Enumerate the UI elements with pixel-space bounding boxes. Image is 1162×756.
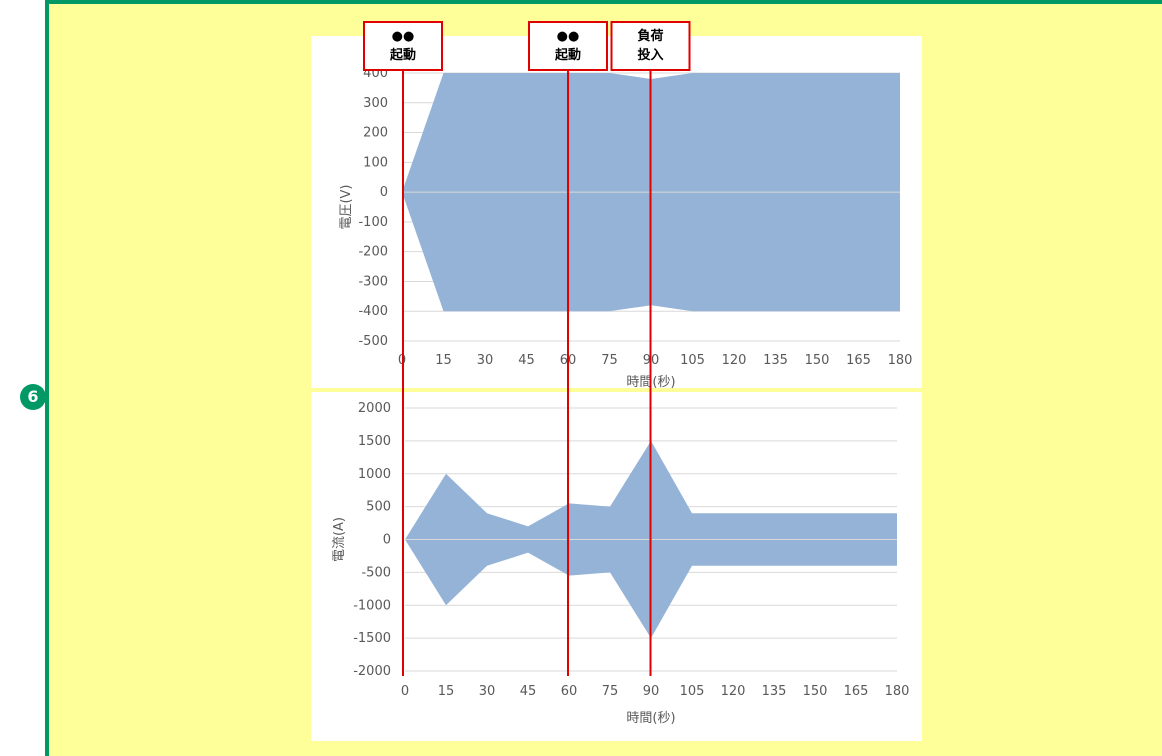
y-tick-label: -2000 <box>353 664 391 679</box>
step-number-badge: 6 <box>20 384 46 410</box>
x-tick-label: 45 <box>518 353 535 368</box>
y-tick-label: 200 <box>363 126 388 141</box>
x-tick-label: 180 <box>888 353 913 368</box>
x-tick-label: 15 <box>435 353 452 368</box>
x-tick-label: 75 <box>602 684 619 699</box>
y-tick-label: 2000 <box>358 401 391 416</box>
y-tick-label: -1000 <box>353 598 391 613</box>
x-tick-label: 150 <box>803 684 828 699</box>
y-tick-label: 0 <box>380 185 388 200</box>
x-tick-label: 105 <box>680 353 705 368</box>
y-tick-label: -100 <box>358 215 388 230</box>
x-tick-label: 30 <box>479 684 496 699</box>
x-tick-label: 30 <box>477 353 494 368</box>
x-tick-label: 135 <box>762 684 787 699</box>
current-chart-svg: 2000 1500 1000 500 0 -500 -1000 -1500 -2000 0 15 30… <box>332 401 910 726</box>
y-tick-label: 1000 <box>358 467 391 482</box>
y-axis-label: 電流(A) <box>332 517 347 562</box>
y-tick-label: -1500 <box>353 631 391 646</box>
y-tick-label: 300 <box>363 96 388 111</box>
y-tick-label: -200 <box>358 245 388 260</box>
x-tick-label: 15 <box>438 684 455 699</box>
voltage-chart: 400 300 200 100 0 -100 -200 -300 -400 -500 0 15 30 45… <box>311 36 922 390</box>
x-tick-label: 0 <box>398 353 406 368</box>
y-tick-label: 0 <box>383 533 391 548</box>
x-tick-label: 150 <box>805 353 830 368</box>
current-chart: 2000 1500 1000 500 0 -500 -1000 -1500 -2000 0 15 30… <box>311 392 922 741</box>
x-tick-label: 0 <box>401 684 409 699</box>
y-tick-label: 400 <box>363 66 388 81</box>
x-tick-label: 165 <box>844 684 869 699</box>
y-tick-label: -500 <box>361 565 391 580</box>
y-tick-label: -400 <box>358 304 388 319</box>
y-tick-label: 1500 <box>358 434 391 449</box>
y-tick-label: -300 <box>358 274 388 289</box>
x-tick-label: 135 <box>763 353 788 368</box>
x-tick-label: 60 <box>561 684 578 699</box>
x-tick-label: 45 <box>520 684 537 699</box>
x-tick-label: 90 <box>643 684 660 699</box>
x-tick-label: 120 <box>722 353 747 368</box>
x-tick-label: 120 <box>721 684 746 699</box>
x-tick-label: 105 <box>680 684 705 699</box>
x-tick-label: 180 <box>885 684 910 699</box>
y-tick-label: -500 <box>358 334 388 349</box>
x-tick-label: 75 <box>601 353 618 368</box>
x-tick-label: 165 <box>846 353 871 368</box>
x-axis-label: 時間(秒) <box>626 711 675 726</box>
voltage-chart-svg: 400 300 200 100 0 -100 -200 -300 -400 -500 0 15 30 45… <box>339 66 913 390</box>
x-tick-label: 60 <box>560 353 577 368</box>
x-axis-label: 時間(秒) <box>626 375 675 388</box>
y-tick-label: 100 <box>363 155 388 170</box>
y-axis-label: 電圧(V) <box>339 184 354 229</box>
x-tick-label: 90 <box>643 353 660 368</box>
y-tick-label: 500 <box>366 500 391 515</box>
